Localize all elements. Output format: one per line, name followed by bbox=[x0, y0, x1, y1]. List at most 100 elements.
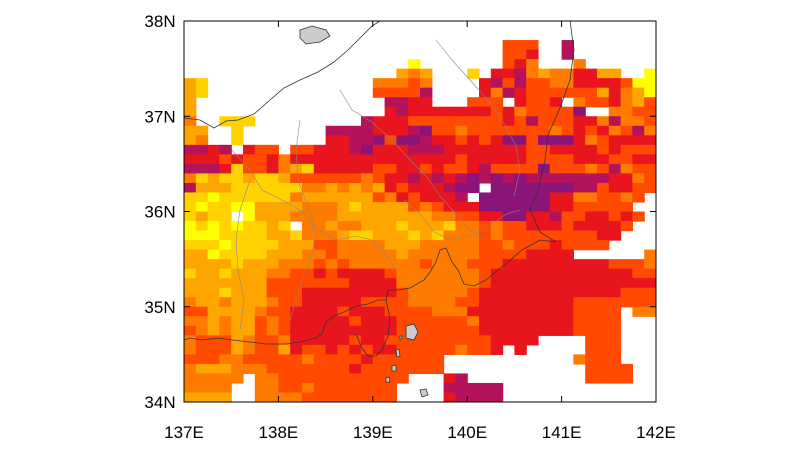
grid-cell bbox=[243, 221, 256, 232]
grid-cell bbox=[195, 354, 209, 365]
grid-cell bbox=[443, 344, 456, 355]
grid-cell bbox=[349, 201, 362, 213]
grid-cell bbox=[349, 354, 362, 365]
grid-cell bbox=[278, 173, 291, 184]
grid-cell bbox=[349, 278, 362, 289]
grid-cell bbox=[608, 268, 622, 279]
grid-cell bbox=[549, 106, 563, 117]
grid-cell bbox=[620, 87, 633, 98]
grid-cell bbox=[408, 192, 421, 203]
grid-cell bbox=[361, 278, 374, 289]
grid-cell bbox=[656, 288, 668, 298]
grid-cell bbox=[349, 373, 362, 384]
grid-cell bbox=[538, 144, 551, 155]
grid-cell bbox=[313, 392, 327, 402]
grid-cell bbox=[573, 154, 586, 165]
grid-cell bbox=[207, 240, 220, 251]
grid-cell bbox=[184, 173, 197, 184]
grid-cell bbox=[325, 382, 338, 394]
grid-cell bbox=[408, 116, 421, 127]
grid-cell bbox=[372, 87, 386, 98]
grid-cell bbox=[703, 78, 715, 88]
grid-cell bbox=[561, 68, 574, 79]
grid-cell bbox=[278, 192, 291, 203]
grid-cell bbox=[443, 249, 456, 260]
grid-cell bbox=[608, 287, 622, 298]
grid-cell bbox=[184, 163, 197, 175]
grid-cell bbox=[290, 335, 303, 346]
grid-cell bbox=[632, 268, 645, 279]
grid-cell bbox=[361, 363, 374, 375]
grid-cell bbox=[372, 240, 386, 251]
grid-cell bbox=[467, 382, 480, 394]
grid-cell bbox=[195, 240, 209, 251]
grid-cell bbox=[561, 240, 574, 251]
grid-cell bbox=[207, 192, 220, 203]
grid-cell bbox=[573, 240, 586, 251]
grid-cell bbox=[479, 154, 492, 165]
grid-cell bbox=[420, 230, 433, 241]
grid-cell bbox=[266, 144, 279, 155]
grid-cell bbox=[526, 49, 539, 60]
grid-cell bbox=[184, 278, 197, 289]
grid-cell bbox=[632, 278, 645, 289]
grid-cell bbox=[396, 173, 409, 184]
grid-cell bbox=[455, 221, 468, 232]
grid-cell bbox=[538, 221, 551, 232]
grid-cell bbox=[266, 278, 279, 289]
grid-cell bbox=[514, 287, 527, 298]
grid-cell bbox=[620, 125, 633, 136]
grid-cell bbox=[325, 230, 338, 241]
grid-cell bbox=[184, 154, 197, 165]
grid-cell bbox=[302, 382, 315, 394]
grid-cell bbox=[490, 221, 504, 232]
grid-cell bbox=[408, 59, 421, 70]
grid-cell bbox=[184, 211, 197, 222]
grid-cell bbox=[632, 135, 645, 146]
grid-cell bbox=[408, 201, 421, 213]
grid-cell bbox=[384, 363, 397, 375]
grid-cell bbox=[278, 344, 291, 355]
grid-cell bbox=[266, 240, 279, 251]
grid-cell bbox=[349, 287, 362, 298]
grid-cell bbox=[396, 287, 409, 298]
grid-cell bbox=[219, 306, 232, 317]
grid-cell bbox=[608, 335, 622, 346]
grid-cell bbox=[372, 173, 386, 184]
grid-cell bbox=[278, 335, 291, 346]
grid-cell bbox=[538, 287, 551, 298]
grid-cell bbox=[443, 316, 456, 327]
grid-cell bbox=[207, 144, 220, 155]
grid-cell bbox=[420, 240, 433, 251]
grid-cell bbox=[420, 268, 433, 279]
grid-cell bbox=[243, 268, 256, 279]
grid-cell bbox=[408, 354, 421, 365]
grid-cell bbox=[420, 344, 433, 355]
grid-cell bbox=[490, 192, 504, 203]
grid-cell bbox=[455, 116, 468, 127]
grid-cell bbox=[384, 163, 397, 175]
grid-cell bbox=[302, 221, 315, 232]
grid-cell bbox=[467, 278, 480, 289]
sado-island bbox=[299, 25, 331, 45]
grid-cell bbox=[644, 125, 656, 136]
grid-cell bbox=[538, 230, 551, 241]
grid-cell bbox=[408, 306, 421, 317]
grid-cell bbox=[455, 106, 468, 117]
grid-cell bbox=[561, 201, 574, 213]
grid-cell bbox=[396, 182, 409, 194]
grid-cell bbox=[526, 97, 539, 108]
grid-cell bbox=[408, 221, 421, 232]
grid-cell bbox=[196, 412, 208, 422]
grid-cell bbox=[549, 87, 563, 98]
grid-cell bbox=[514, 278, 527, 289]
grid-cell bbox=[585, 287, 598, 298]
grid-cell bbox=[514, 316, 527, 327]
grid-cell bbox=[254, 392, 268, 402]
grid-cell bbox=[302, 154, 315, 165]
grid-cell bbox=[644, 173, 656, 184]
grid-cell bbox=[739, 69, 751, 79]
grid-cell bbox=[254, 335, 268, 346]
grid-cell bbox=[302, 230, 315, 241]
grid-cell bbox=[632, 211, 645, 222]
